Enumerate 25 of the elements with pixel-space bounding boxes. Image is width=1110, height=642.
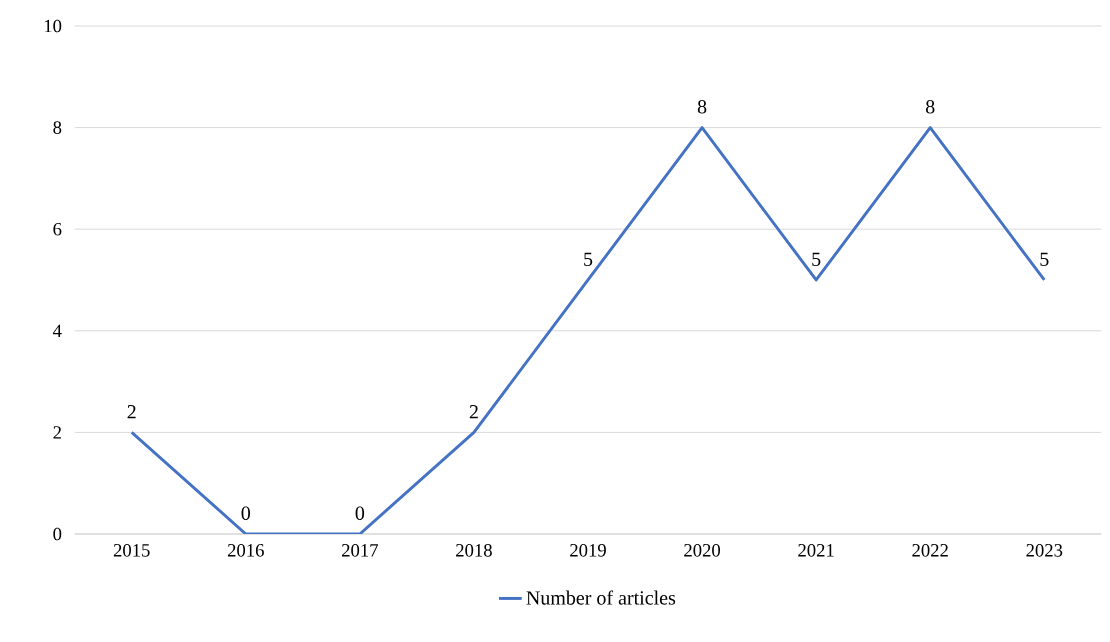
y-tick-label: 2 [53,426,61,439]
x-tick-label: 2022 [912,544,948,557]
data-label: 0 [241,506,251,520]
x-tick-label: 2018 [456,544,492,557]
y-tick-label: 8 [53,121,62,134]
x-tick-label: 2017 [342,544,378,557]
data-label: 5 [1040,252,1049,266]
data-label: 8 [925,100,935,114]
data-label: 5 [812,252,821,266]
y-tick-label: 10 [44,19,62,33]
data-label: 8 [697,100,707,114]
x-tick-label: 2020 [684,544,721,557]
legend-label: Number of articles [526,590,676,605]
y-tick-label: 6 [53,222,62,236]
x-tick-label: 2023 [1026,544,1063,557]
data-label: 2 [469,405,478,419]
x-tick-label: 2021 [798,544,834,557]
data-label: 5 [584,252,593,266]
x-tick-label: 2016 [227,544,264,557]
y-tick-label: 0 [53,527,62,541]
y-tick-label: 4 [52,324,62,337]
x-tick-label: 2015 [113,544,150,557]
data-label: 2 [127,405,136,419]
x-tick-label: 2019 [570,544,606,557]
data-label: 0 [355,506,365,520]
